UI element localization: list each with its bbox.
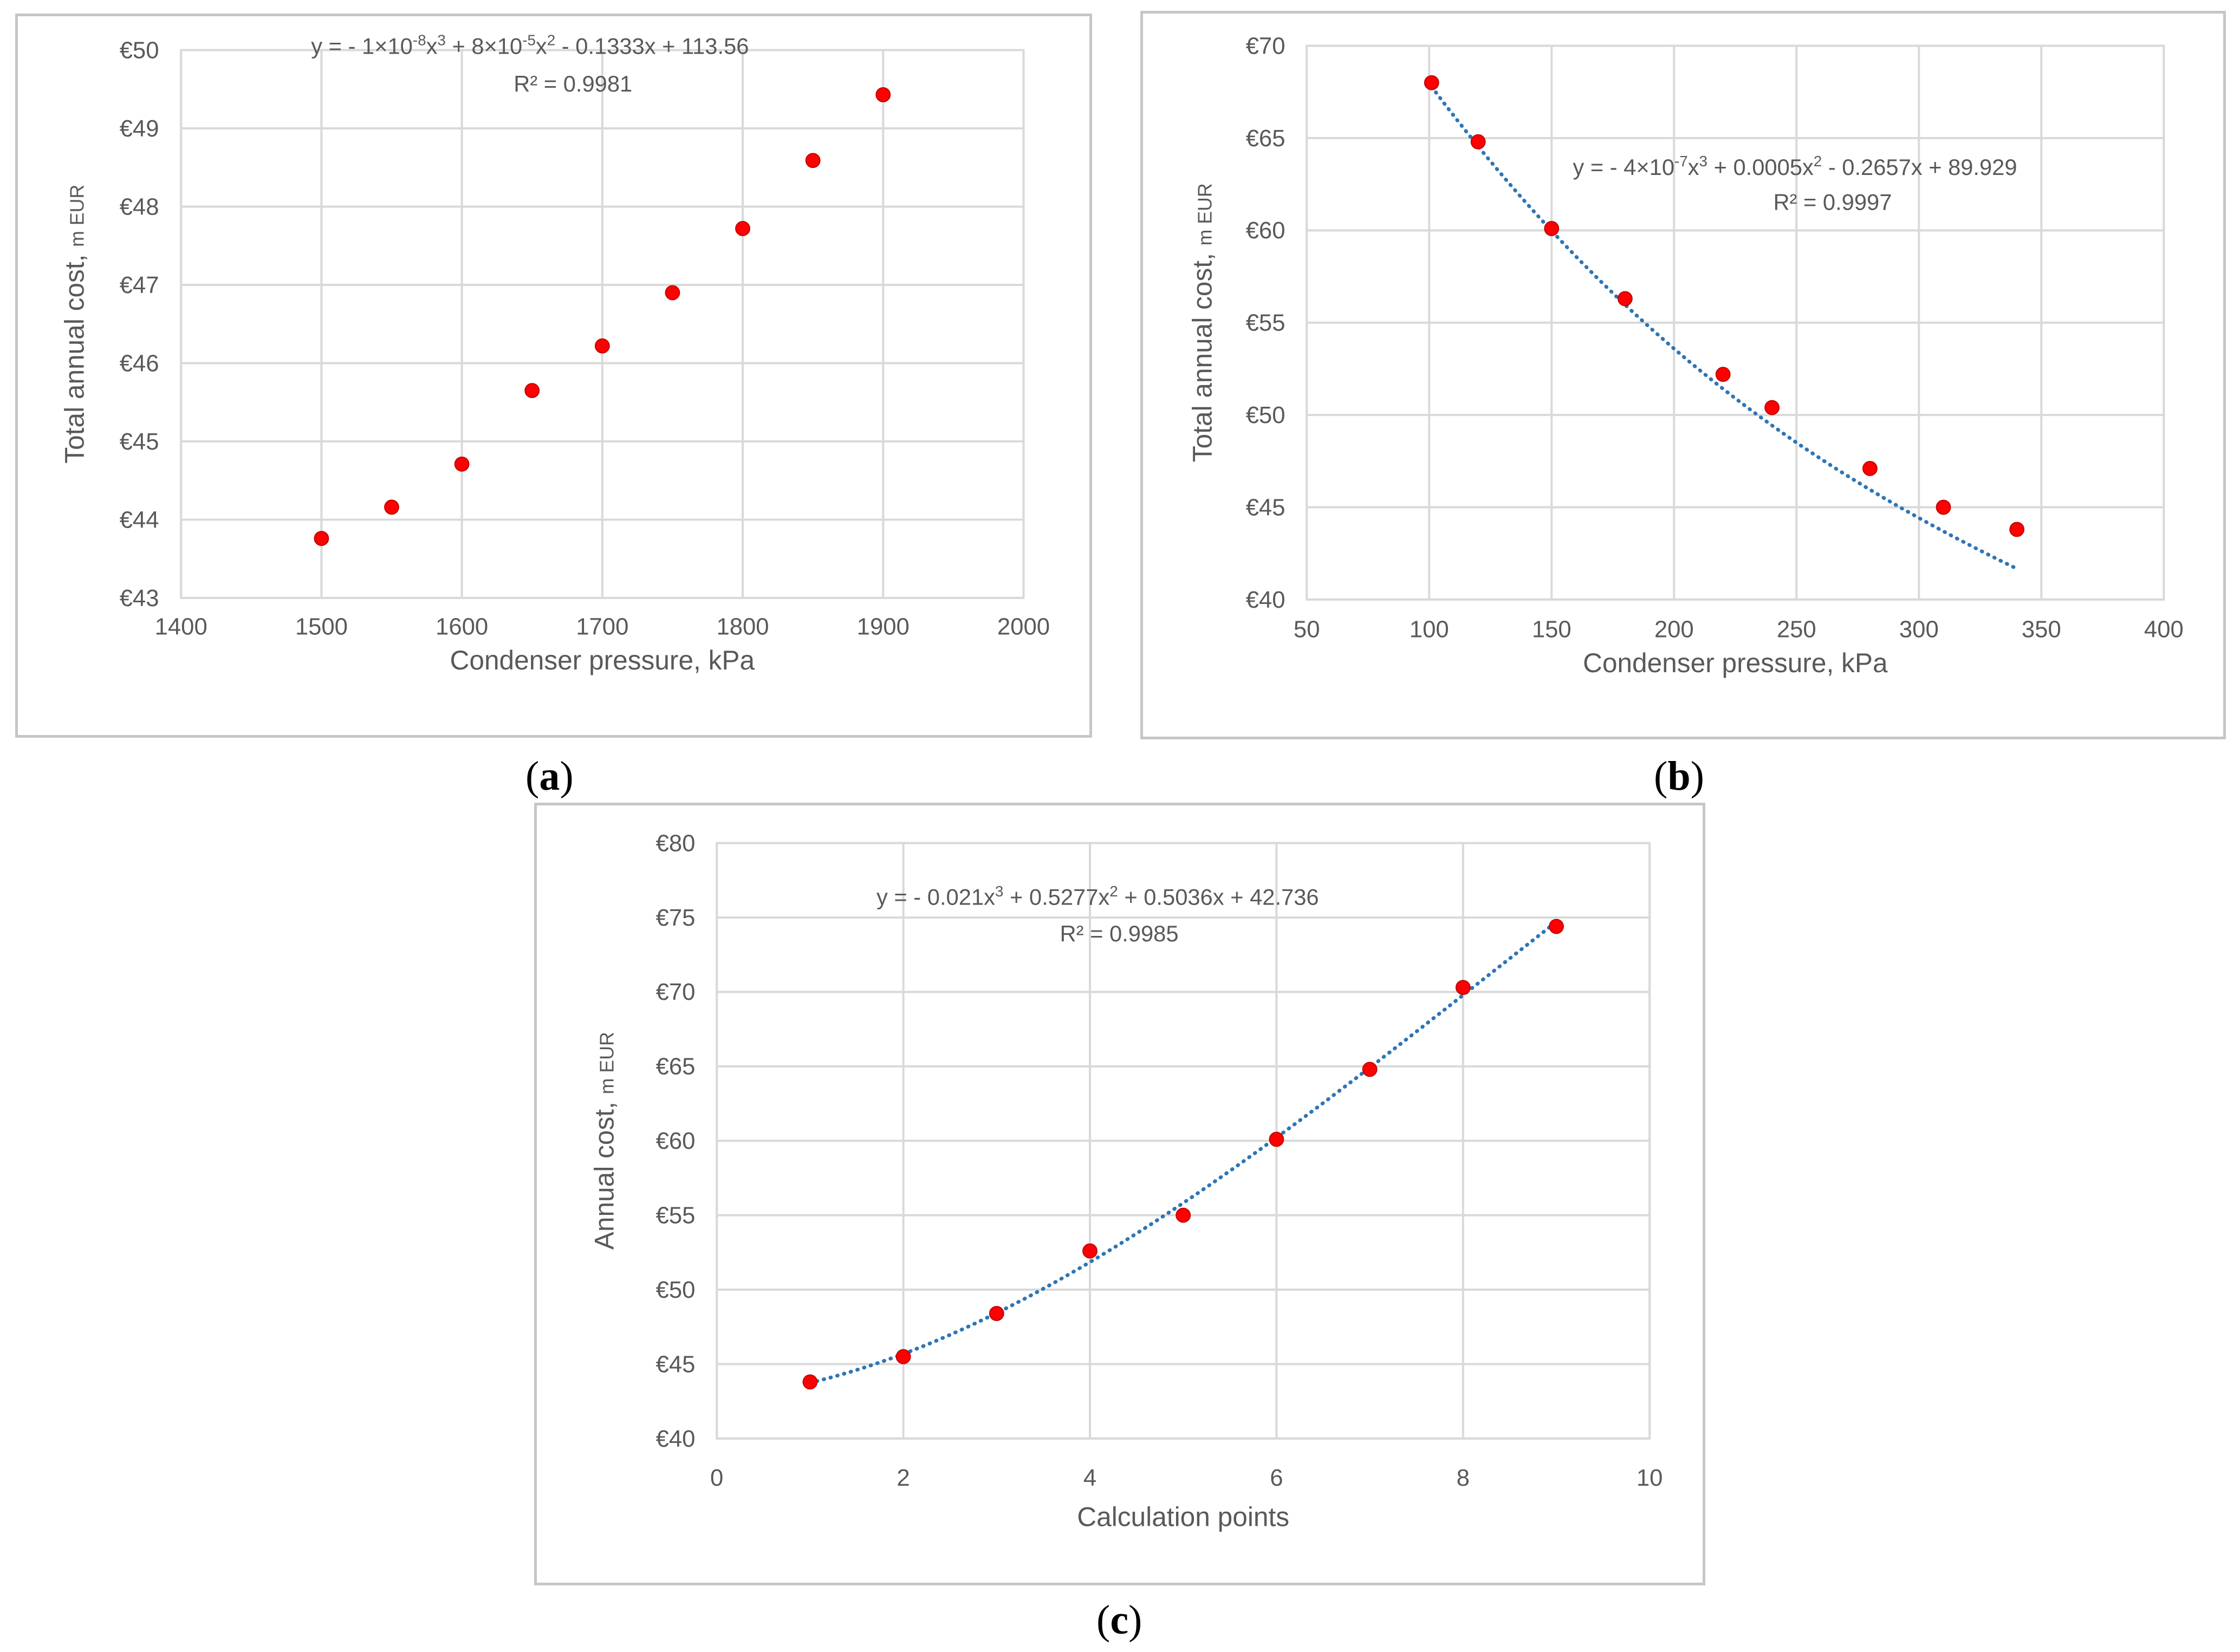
- chart-c-x-tick-label: 8: [1457, 1465, 1470, 1491]
- chart-a-data-point: [454, 456, 470, 472]
- chart-b-x-tick-label: 350: [2022, 616, 2061, 642]
- chart-b-data-point: [1617, 291, 1633, 307]
- chart-a-x-tick-label: 1400: [155, 613, 207, 640]
- chart-b-y-tick-label: €70: [1246, 32, 1285, 59]
- chart-a-x-tick-label: 1700: [576, 613, 628, 640]
- chart-c-data-point: [1269, 1131, 1284, 1147]
- chart-a-r-squared: R² = 0.9981: [514, 71, 632, 96]
- chart-b-data-point: [1544, 221, 1560, 236]
- chart-c-y-tick-label: €80: [656, 830, 696, 856]
- chart-a-data-point: [805, 153, 821, 168]
- chart-c-data-point: [1549, 919, 1564, 934]
- chart-b-x-tick-label: 50: [1294, 616, 1320, 642]
- chart-a-y-axis-title: Total annual cost, m EUR: [60, 185, 90, 464]
- chart-b-data-point: [1936, 499, 1951, 515]
- chart-b-y-axis-title: Total annual cost, m EUR: [1187, 183, 1218, 462]
- chart-b-y-tick-label: €60: [1246, 217, 1285, 244]
- chart-c-trendline-equation: y = - 0.021x3 + 0.5277x2 + 0.5036x + 42.…: [876, 883, 1319, 910]
- chart-c-y-tick-label: €55: [656, 1202, 696, 1228]
- chart-b-y-tick-label: €65: [1246, 125, 1285, 152]
- chart-a-y-tick-label: €43: [120, 585, 159, 612]
- chart-a-data-point: [594, 338, 610, 354]
- chart-c-data-point: [1455, 980, 1471, 996]
- chart-b-data-point: [1764, 400, 1780, 415]
- chart-c-trendline: [808, 920, 1559, 1385]
- chart-c-x-tick-label: 6: [1270, 1465, 1283, 1491]
- chart-b-x-tick-label: 100: [1410, 616, 1449, 642]
- panel-label-b: (b): [1654, 753, 1704, 799]
- chart-c-data-point: [1176, 1207, 1191, 1223]
- panel-label-a: (a): [525, 753, 574, 799]
- chart-c-x-axis-title: Calculation points: [1077, 1502, 1289, 1532]
- chart-b-x-tick-label: 250: [1777, 616, 1816, 642]
- chart-a-data-point: [875, 87, 891, 102]
- chart-b-y-tick-label: €40: [1246, 587, 1285, 613]
- chart-a-data-point: [665, 285, 680, 301]
- panel-label-c-letter: c: [1110, 1597, 1129, 1643]
- chart-a-data-point: [735, 221, 750, 236]
- chart-a-y-tick-label: €46: [120, 350, 159, 376]
- chart-b-data-point: [2009, 522, 2025, 537]
- chart-a-x-tick-label: 1600: [436, 613, 488, 640]
- chart-c-data-point: [802, 1374, 818, 1390]
- panel-label-a-letter: a: [539, 753, 560, 799]
- chart-b-x-axis-title: Condenser pressure, kPa: [1583, 648, 1888, 678]
- chart-b-data-point: [1470, 134, 1486, 149]
- chart-c-y-axis-title: Annual cost, m EUR: [589, 1032, 620, 1250]
- chart-a-y-tick-label: €50: [120, 37, 159, 63]
- chart-b-trendline: [1430, 84, 2019, 571]
- chart-c-y-tick-label: €45: [656, 1351, 696, 1377]
- chart-c-y-tick-label: €60: [656, 1128, 696, 1154]
- chart-a-y-tick-label: €47: [120, 272, 159, 298]
- chart-panel-b: 50 100 150 200 250 300 350 400 €40 €45 €50 €55 €60 €6…: [1140, 11, 2226, 739]
- chart-c-data-point: [989, 1306, 1004, 1321]
- panel-label-b-letter: b: [1667, 753, 1691, 799]
- chart-b-x-tick-label: 200: [1654, 616, 1694, 642]
- chart-b-x-tick-label: 300: [1899, 616, 1939, 642]
- chart-b-y-tick-label: €45: [1246, 494, 1285, 521]
- chart-panel-c: 0 2 4 6 8 10 €40 €45 €50 €55 €60 €65 €70 €75 €80 y = - …: [534, 803, 1705, 1585]
- chart-b-svg: 50 100 150 200 250 300 350 400 €40 €45 €50 €55 €60 €6…: [1187, 32, 2184, 678]
- chart-a-y-tick-label: €48: [120, 193, 159, 220]
- chart-c-data-point: [1362, 1062, 1378, 1077]
- chart-c-y-tick-label: €40: [656, 1426, 696, 1452]
- chart-a-x-tick-label: 1500: [295, 613, 348, 640]
- chart-c-y-tick-label: €70: [656, 979, 696, 1005]
- chart-a-x-tick-label: 1900: [857, 613, 910, 640]
- chart-c-y-tick-label: €75: [656, 905, 696, 931]
- chart-a-x-axis-title: Condenser pressure, kPa: [450, 645, 755, 675]
- chart-b-r-squared: R² = 0.9997: [1773, 189, 1892, 214]
- chart-b-x-tick-label: 400: [2144, 616, 2184, 642]
- chart-b-y-tick-label: €50: [1246, 402, 1285, 428]
- chart-a-data-point: [384, 499, 399, 515]
- chart-a-y-tick-label: €45: [120, 428, 159, 455]
- chart-c-data-point: [895, 1349, 911, 1364]
- chart-a-x-tick-label: 1800: [716, 613, 769, 640]
- chart-a-trendline-equation: y = - 1×10-8x3 + 8×10-5x2 - 0.1333x + 11…: [311, 32, 749, 59]
- chart-a-data-point: [524, 383, 540, 398]
- panel-label-c: (c): [1096, 1597, 1142, 1643]
- chart-panel-a: 1400 1500 1600 1700 1800 1900 2000 €43 €44 €45 €46…: [15, 14, 1092, 738]
- chart-a-data-point: [314, 531, 329, 546]
- chart-c-x-tick-label: 10: [1637, 1465, 1663, 1491]
- chart-b-trendline-equation: y = - 4×10-7x3 + 0.0005x2 - 0.2657x + 89…: [1573, 153, 2017, 180]
- chart-c-x-tick-label: 2: [897, 1465, 910, 1491]
- chart-c-x-tick-label: 0: [710, 1465, 723, 1491]
- chart-c-data-point: [1082, 1243, 1098, 1259]
- chart-c-r-squared: R² = 0.9985: [1060, 921, 1178, 946]
- chart-c-y-tick-label: €50: [656, 1277, 696, 1303]
- chart-b-data-point: [1424, 75, 1439, 90]
- chart-a-y-tick-label: €49: [120, 115, 159, 142]
- chart-b-data-point: [1715, 367, 1731, 382]
- chart-a-svg: 1400 1500 1600 1700 1800 1900 2000 €43 €44 €45 €46…: [60, 32, 1050, 675]
- chart-a-y-tick-label: €44: [120, 506, 159, 533]
- chart-c-x-tick-label: 4: [1083, 1465, 1096, 1491]
- chart-a-x-tick-label: 2000: [997, 613, 1050, 640]
- chart-b-data-point: [1862, 461, 1878, 476]
- chart-c-svg: 0 2 4 6 8 10 €40 €45 €50 €55 €60 €65 €70 €75 €80 y = - …: [589, 830, 1663, 1532]
- chart-b-y-tick-label: €55: [1246, 310, 1285, 336]
- chart-b-x-tick-label: 150: [1532, 616, 1572, 642]
- chart-c-y-tick-label: €65: [656, 1053, 696, 1080]
